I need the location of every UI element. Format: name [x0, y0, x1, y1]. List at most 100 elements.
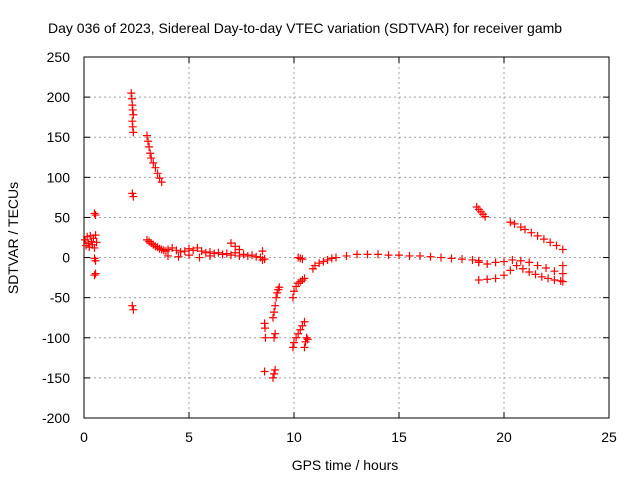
series-group [143, 131, 166, 187]
data-point [144, 137, 153, 146]
data-point [300, 317, 309, 326]
data-point [332, 253, 340, 262]
data-point [252, 252, 261, 261]
data-point [168, 243, 177, 252]
data-point [92, 238, 101, 247]
data-point [353, 250, 361, 259]
data-point [129, 305, 138, 314]
y-tick-label: -150 [42, 370, 70, 386]
data-point [275, 283, 284, 292]
data-point [542, 263, 550, 272]
data-point [315, 259, 324, 268]
series-group [143, 235, 269, 264]
data-point [303, 335, 312, 344]
y-tick-label: -50 [50, 290, 70, 306]
data-point [189, 246, 198, 255]
data-point [201, 248, 210, 257]
data-point [288, 343, 297, 352]
data-point [533, 231, 542, 240]
y-tick-label: 150 [47, 129, 71, 145]
grid-layer [84, 57, 609, 418]
data-point [300, 274, 309, 283]
data-point [516, 256, 525, 265]
data-point [290, 287, 298, 296]
data-point [206, 251, 214, 260]
data-point [298, 321, 307, 330]
data-point [153, 169, 162, 178]
tick-layer: 0 5 10 15 20 25 -200 -150 -100 -50 0 50 100 150 200 250 [42, 49, 617, 445]
data-point [537, 272, 546, 281]
y-tick-label: -100 [42, 330, 70, 346]
data-point [342, 251, 351, 260]
data-point [222, 249, 231, 258]
y-tick-label: 250 [47, 49, 71, 65]
data-point [508, 255, 517, 264]
data-point [243, 251, 252, 260]
data-point [270, 308, 279, 317]
data-point [296, 325, 305, 334]
data-point [527, 228, 536, 237]
data-point [298, 255, 307, 264]
data-point [91, 256, 100, 265]
data-point [474, 276, 483, 285]
plot-frame [83, 56, 610, 419]
data-point [146, 149, 155, 158]
data-point [290, 338, 298, 347]
data-point [155, 174, 164, 183]
data-point [151, 163, 160, 172]
data-point [510, 219, 519, 228]
data-point [516, 223, 525, 232]
data-point [235, 245, 244, 254]
data-point [518, 264, 527, 273]
data-point [558, 245, 567, 254]
data-point [197, 247, 206, 256]
x-tick-label: 25 [601, 429, 617, 445]
data-point [292, 333, 301, 342]
data-point [214, 248, 223, 257]
data-point [483, 259, 492, 268]
series-group [127, 89, 138, 314]
x-tick-label: 15 [391, 429, 407, 445]
data-point [323, 255, 332, 264]
data-point [271, 301, 280, 310]
data-point [270, 333, 279, 342]
data-point [474, 258, 483, 267]
data-point [426, 252, 435, 261]
data-point [544, 274, 553, 283]
data-point [288, 293, 297, 302]
data-point [270, 369, 279, 378]
data-point [550, 276, 559, 285]
series-group [472, 203, 567, 286]
data-point [533, 261, 542, 270]
y-tick-label: 0 [62, 250, 70, 266]
y-tick-label: 100 [47, 169, 71, 185]
data-point [193, 243, 202, 252]
data-point [269, 313, 277, 322]
data-point [227, 239, 235, 248]
data-point [157, 178, 166, 187]
data-point [91, 269, 100, 278]
data-point [90, 209, 99, 218]
data-point [447, 254, 456, 263]
data-point [294, 329, 303, 338]
data-point [500, 271, 508, 280]
data-point [558, 277, 567, 286]
data-point [269, 373, 277, 382]
x-tick-label: 20 [496, 429, 512, 445]
data-point [128, 301, 137, 310]
data-point [481, 212, 490, 221]
data-point [231, 242, 240, 251]
data-point [437, 253, 445, 262]
data-point [531, 270, 540, 279]
data-point [147, 154, 156, 163]
data-point [311, 261, 319, 270]
data-point [218, 250, 227, 259]
data-point [260, 367, 269, 376]
data-point [468, 255, 477, 264]
data-point [149, 158, 158, 167]
data-point [129, 110, 138, 119]
data-point [261, 333, 270, 342]
data-point [91, 231, 100, 240]
data-point [550, 267, 559, 276]
